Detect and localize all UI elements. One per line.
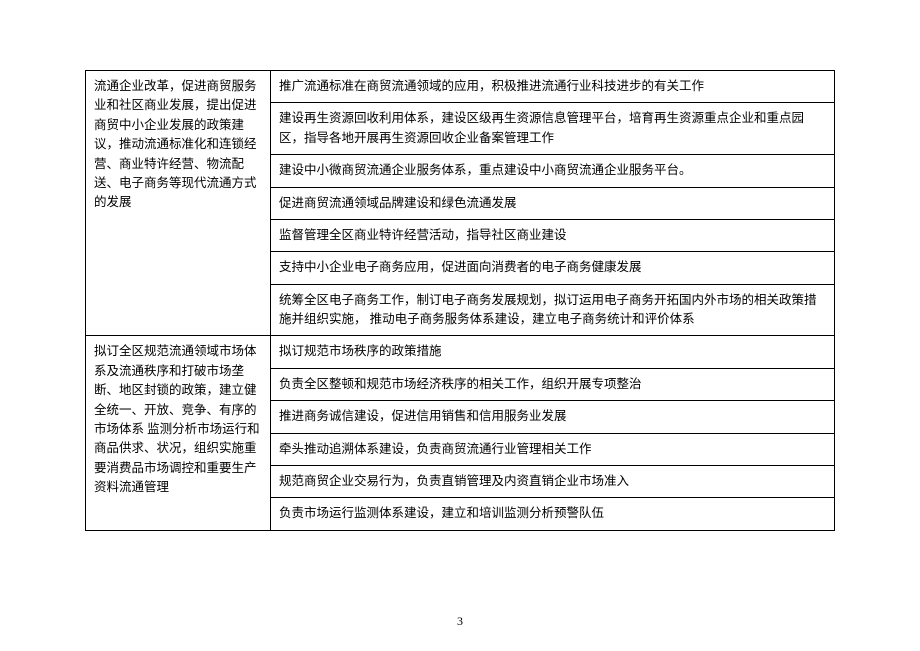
section-right-cell: 支持中小企业电子商务应用，促进面向消费者的电子商务健康发展	[271, 252, 835, 284]
section-left-cell: 拟订全区规范流通领域市场体系及流通秩序和打破市场垄断、地区封锁的政策，建立健全统…	[86, 336, 271, 530]
section-right-cell: 负责市场运行监测体系建设，建立和培训监测分析预警队伍	[271, 498, 835, 530]
section-right-cell: 牵头推动追溯体系建设，负责商贸流通行业管理相关工作	[271, 433, 835, 465]
table-row: 拟订全区规范流通领域市场体系及流通秩序和打破市场垄断、地区封锁的政策，建立健全统…	[86, 336, 835, 368]
section-right-cell: 负责全区整顿和规范市场经济秩序的相关工作，组织开展专项整治	[271, 368, 835, 400]
table-row: 流通企业改革，促进商贸服务业和社区商业发展，提出促进商贸中小企业发展的政策建议，…	[86, 71, 835, 103]
section-right-cell: 推广流通标准在商贸流通领域的应用，积极推进流通行业科技进步的有关工作	[271, 71, 835, 103]
section-right-cell: 推进商务诚信建设，促进信用销售和信用服务业发展	[271, 401, 835, 433]
section-right-cell: 建设再生资源回收利用体系，建设区级再生资源信息管理平台，培育再生资源重点企业和重…	[271, 103, 835, 155]
section-right-cell: 规范商贸企业交易行为，负责直销管理及内资直销企业市场准入	[271, 465, 835, 497]
section-right-cell: 监督管理全区商业特许经营活动，指导社区商业建设	[271, 219, 835, 251]
section-right-cell: 促进商贸流通领域品牌建设和绿色流通发展	[271, 187, 835, 219]
section-right-cell: 拟订规范市场秩序的政策措施	[271, 336, 835, 368]
duties-table: 流通企业改革，促进商贸服务业和社区商业发展，提出促进商贸中小企业发展的政策建议，…	[85, 70, 835, 531]
section-right-cell: 建设中小微商贸流通企业服务体系，重点建设中小商贸流通企业服务平台。	[271, 155, 835, 187]
section-left-cell: 流通企业改革，促进商贸服务业和社区商业发展，提出促进商贸中小企业发展的政策建议，…	[86, 71, 271, 336]
section-right-cell: 统筹全区电子商务工作，制订电子商务发展规划，拟订运用电子商务开拓国内外市场的相关…	[271, 284, 835, 336]
page-number: 3	[0, 614, 920, 629]
